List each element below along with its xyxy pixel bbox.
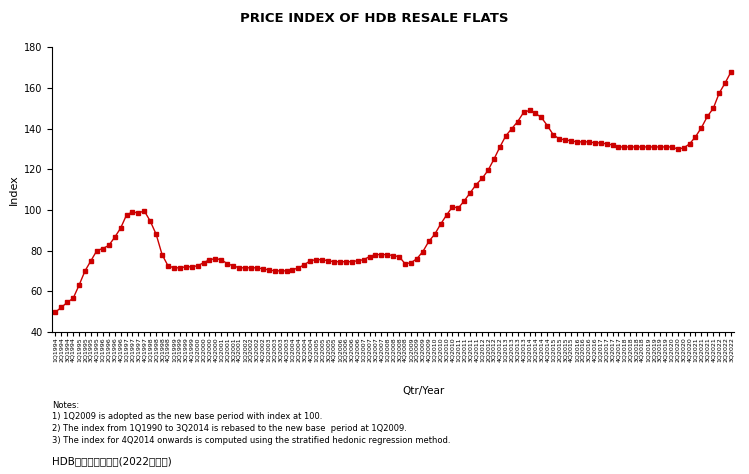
Y-axis label: Index: Index [9, 174, 19, 205]
Text: HDBの再販価格推移(2022年現在): HDBの再販価格推移(2022年現在) [52, 456, 172, 466]
Text: Qtr/Year: Qtr/Year [402, 386, 444, 396]
Text: 2) The index from 1Q1990 to 3Q2014 is rebased to the new base  period at 1Q2009.: 2) The index from 1Q1990 to 3Q2014 is re… [52, 424, 407, 433]
Text: 1) 1Q2009 is adopted as the new base period with index at 100.: 1) 1Q2009 is adopted as the new base per… [52, 412, 323, 421]
Text: PRICE INDEX OF HDB RESALE FLATS: PRICE INDEX OF HDB RESALE FLATS [240, 12, 509, 25]
Text: 3) The index for 4Q2014 onwards is computed using the stratified hedonic regress: 3) The index for 4Q2014 onwards is compu… [52, 436, 451, 445]
Text: Notes:: Notes: [52, 401, 79, 410]
